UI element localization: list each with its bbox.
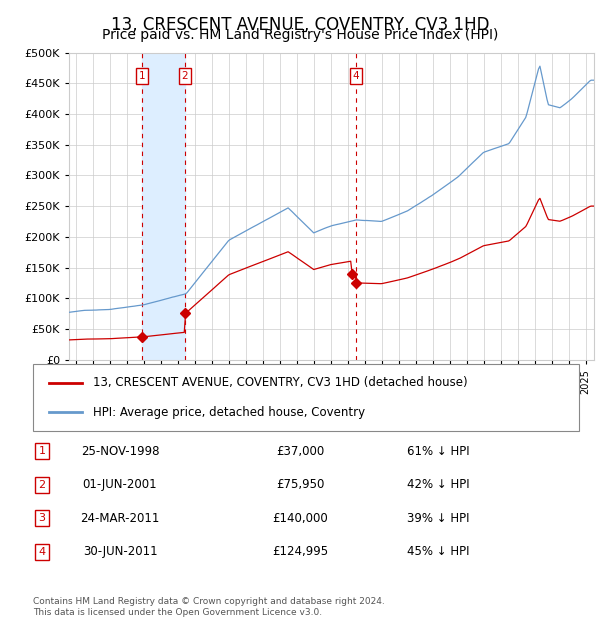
Text: Contains HM Land Registry data © Crown copyright and database right 2024.
This d: Contains HM Land Registry data © Crown c… <box>33 598 385 617</box>
Text: 13, CRESCENT AVENUE, COVENTRY, CV3 1HD (detached house): 13, CRESCENT AVENUE, COVENTRY, CV3 1HD (… <box>93 376 467 389</box>
Text: £75,950: £75,950 <box>276 479 324 491</box>
Text: £124,995: £124,995 <box>272 546 328 558</box>
Text: 1: 1 <box>139 71 145 81</box>
Text: 13, CRESCENT AVENUE, COVENTRY, CV3 1HD: 13, CRESCENT AVENUE, COVENTRY, CV3 1HD <box>111 16 489 33</box>
Text: 39% ↓ HPI: 39% ↓ HPI <box>407 512 469 525</box>
Text: 01-JUN-2001: 01-JUN-2001 <box>83 479 157 491</box>
Text: £140,000: £140,000 <box>272 512 328 525</box>
Text: 2: 2 <box>182 71 188 81</box>
Text: 2: 2 <box>38 480 46 490</box>
Bar <box>142 53 185 360</box>
Text: HPI: Average price, detached house, Coventry: HPI: Average price, detached house, Cove… <box>93 405 365 419</box>
Text: 42% ↓ HPI: 42% ↓ HPI <box>407 479 469 491</box>
Text: £37,000: £37,000 <box>276 445 324 458</box>
FancyBboxPatch shape <box>33 364 579 431</box>
Text: Price paid vs. HM Land Registry's House Price Index (HPI): Price paid vs. HM Land Registry's House … <box>102 28 498 42</box>
Text: 1: 1 <box>38 446 46 456</box>
Text: 24-MAR-2011: 24-MAR-2011 <box>80 512 160 525</box>
Text: 61% ↓ HPI: 61% ↓ HPI <box>407 445 469 458</box>
Text: 3: 3 <box>38 513 46 523</box>
Text: 45% ↓ HPI: 45% ↓ HPI <box>407 546 469 558</box>
Text: 25-NOV-1998: 25-NOV-1998 <box>81 445 159 458</box>
Text: 4: 4 <box>38 547 46 557</box>
Text: 4: 4 <box>353 71 359 81</box>
Text: 30-JUN-2011: 30-JUN-2011 <box>83 546 157 558</box>
